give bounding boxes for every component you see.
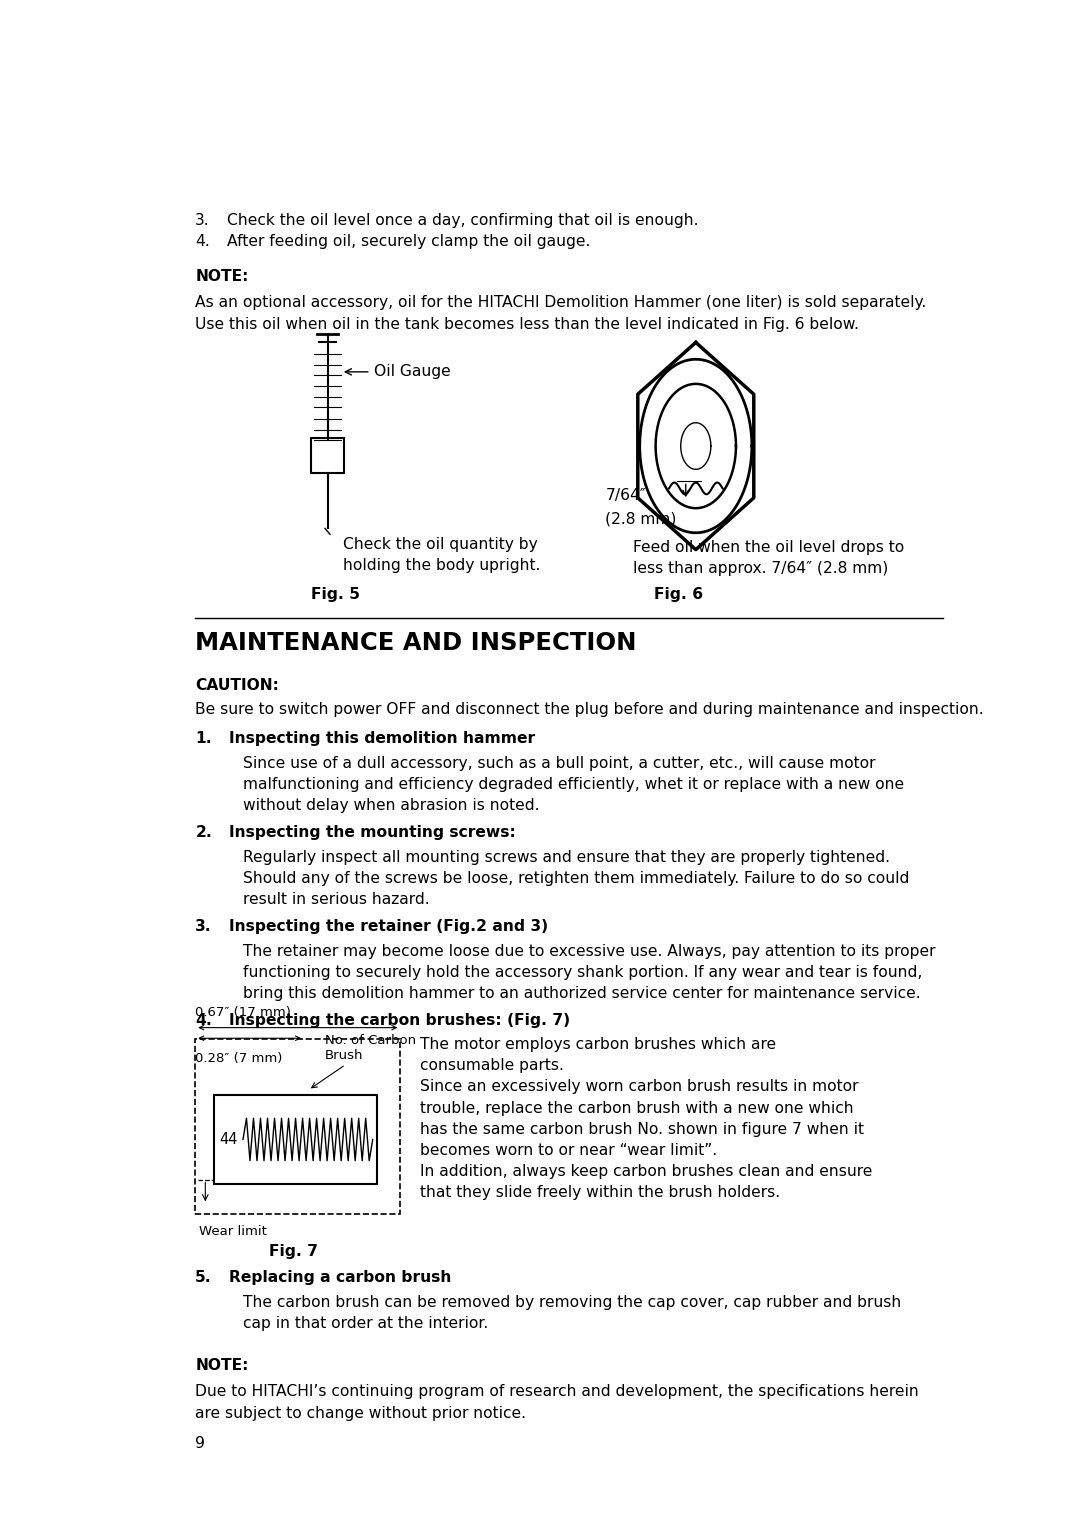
Bar: [311, 437, 345, 472]
Text: Since an excessively worn carbon brush results in motor: Since an excessively worn carbon brush r…: [420, 1079, 859, 1095]
Text: 7/64″: 7/64″: [606, 488, 646, 503]
Text: MAINTENANCE AND INSPECTION: MAINTENANCE AND INSPECTION: [195, 631, 637, 654]
Text: Inspecting the retainer (Fig.2 and 3): Inspecting the retainer (Fig.2 and 3): [229, 919, 548, 934]
Bar: [214, 1095, 377, 1185]
Text: (2.8 mm): (2.8 mm): [606, 512, 677, 528]
Text: 9: 9: [195, 1436, 205, 1451]
Text: less than approx. 7/64″ (2.8 mm): less than approx. 7/64″ (2.8 mm): [633, 561, 888, 576]
Text: becomes worn to or near “wear limit”.: becomes worn to or near “wear limit”.: [420, 1144, 717, 1157]
Text: As an optional accessory, oil for the HITACHI Demolition Hammer (one liter) is s: As an optional accessory, oil for the HI…: [195, 295, 927, 310]
Text: holding the body upright.: holding the body upright.: [342, 558, 540, 573]
Text: trouble, replace the carbon brush with a new one which: trouble, replace the carbon brush with a…: [420, 1101, 853, 1116]
Text: The carbon brush can be removed by removing the cap cover, cap rubber and brush: The carbon brush can be removed by remov…: [243, 1295, 901, 1310]
Text: Use this oil when oil in the tank becomes less than the level indicated in Fig. : Use this oil when oil in the tank become…: [195, 317, 859, 332]
Text: Should any of the screws be loose, retighten them immediately. Failure to do so : Should any of the screws be loose, retig…: [243, 872, 909, 885]
Text: functioning to securely hold the accessory shank portion. If any wear and tear i: functioning to securely hold the accesso…: [243, 965, 922, 980]
Text: Regularly inspect all mounting screws and ensure that they are properly tightene: Regularly inspect all mounting screws an…: [243, 850, 890, 865]
Text: are subject to change without prior notice.: are subject to change without prior noti…: [195, 1405, 526, 1420]
Text: without delay when abrasion is noted.: without delay when abrasion is noted.: [243, 798, 540, 813]
Text: Since use of a dull accessory, such as a bull point, a cutter, etc., will cause : Since use of a dull accessory, such as a…: [243, 755, 876, 771]
Text: The motor employs carbon brushes which are: The motor employs carbon brushes which a…: [420, 1037, 775, 1052]
Text: CAUTION:: CAUTION:: [195, 677, 279, 693]
Text: 3.: 3.: [195, 919, 212, 934]
Text: 5.: 5.: [195, 1271, 212, 1286]
Text: After feeding oil, securely clamp the oil gauge.: After feeding oil, securely clamp the oi…: [227, 234, 591, 249]
Text: In addition, always keep carbon brushes clean and ensure: In addition, always keep carbon brushes …: [420, 1164, 872, 1179]
Text: Feed oil when the oil level drops to: Feed oil when the oil level drops to: [633, 540, 904, 555]
Text: Wear limit: Wear limit: [200, 1225, 268, 1238]
Text: Check the oil level once a day, confirming that oil is enough.: Check the oil level once a day, confirmi…: [227, 213, 699, 228]
Text: malfunctioning and efficiency degraded efficiently, whet it or replace with a ne: malfunctioning and efficiency degraded e…: [243, 777, 904, 792]
Text: The retainer may become loose due to excessive use. Always, pay attention to its: The retainer may become loose due to exc…: [243, 943, 935, 959]
Text: Inspecting the carbon brushes: (Fig. 7): Inspecting the carbon brushes: (Fig. 7): [229, 1014, 570, 1029]
Text: Due to HITACHI’s continuing program of research and development, the specificati: Due to HITACHI’s continuing program of r…: [195, 1384, 919, 1399]
Text: 4.: 4.: [195, 1014, 212, 1029]
Text: Replacing a carbon brush: Replacing a carbon brush: [229, 1271, 451, 1286]
Text: Inspecting this demolition hammer: Inspecting this demolition hammer: [229, 731, 535, 746]
Text: has the same carbon brush No. shown in figure 7 when it: has the same carbon brush No. shown in f…: [420, 1122, 864, 1138]
Text: 2.: 2.: [195, 826, 212, 839]
Text: result in serious hazard.: result in serious hazard.: [243, 893, 430, 907]
Text: 4.: 4.: [195, 234, 210, 249]
Text: Be sure to switch power OFF and disconnect the plug before and during maintenanc: Be sure to switch power OFF and disconne…: [195, 702, 984, 717]
Text: Check the oil quantity by: Check the oil quantity by: [342, 537, 538, 552]
Text: Fig. 7: Fig. 7: [269, 1245, 319, 1260]
Text: bring this demolition hammer to an authorized service center for maintenance ser: bring this demolition hammer to an autho…: [243, 986, 920, 1001]
Text: Fig. 5: Fig. 5: [311, 587, 361, 602]
Text: cap in that order at the interior.: cap in that order at the interior.: [243, 1316, 488, 1332]
Text: 0.67″ (17 mm): 0.67″ (17 mm): [195, 1006, 292, 1020]
Text: Fig. 6: Fig. 6: [654, 587, 703, 602]
Text: that they slide freely within the brush holders.: that they slide freely within the brush …: [420, 1185, 780, 1200]
Text: NOTE:: NOTE:: [195, 1358, 248, 1373]
Bar: [195, 1040, 401, 1214]
Text: No. of Carbon
Brush: No. of Carbon Brush: [312, 1034, 416, 1087]
Text: Inspecting the mounting screws:: Inspecting the mounting screws:: [229, 826, 515, 839]
Text: consumable parts.: consumable parts.: [420, 1058, 564, 1073]
Text: 44: 44: [219, 1131, 238, 1147]
Text: 3.: 3.: [195, 213, 210, 228]
Text: 0.28″ (7 mm): 0.28″ (7 mm): [195, 1052, 283, 1066]
Text: NOTE:: NOTE:: [195, 269, 248, 284]
Text: 1.: 1.: [195, 731, 212, 746]
Text: Oil Gauge: Oil Gauge: [346, 364, 450, 379]
